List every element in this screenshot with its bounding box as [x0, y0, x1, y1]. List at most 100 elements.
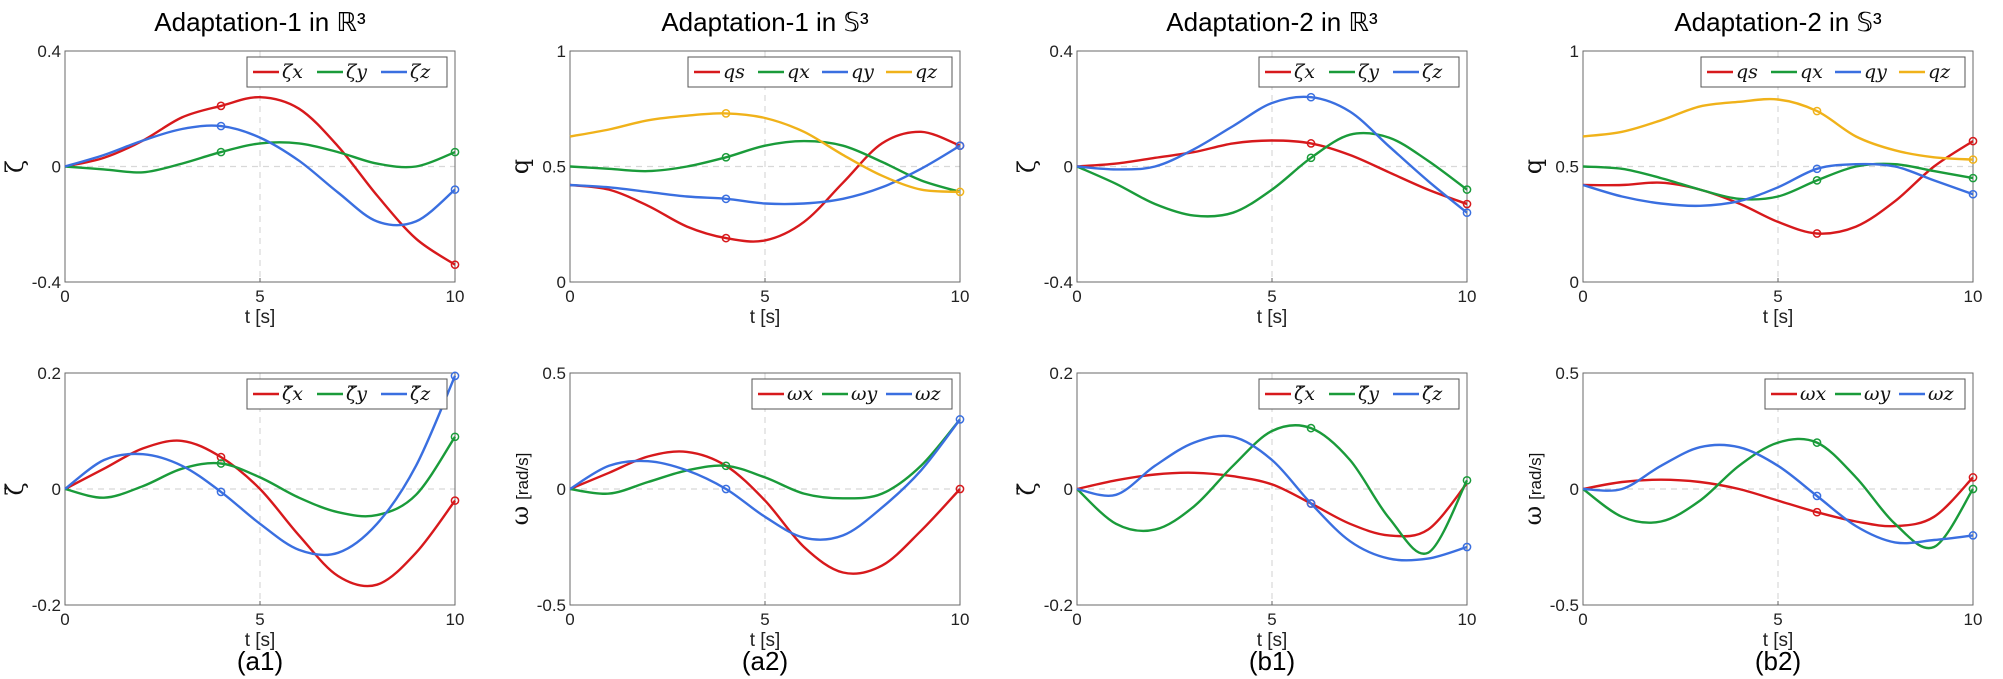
- subfigure-label-1: (a1): [237, 646, 283, 676]
- data-point-marker: [1306, 499, 1316, 508]
- legend-box: [1258, 56, 1460, 88]
- x-tick-label: 0: [1578, 287, 1587, 306]
- legend-entry: qx: [1800, 61, 1823, 83]
- y-tick-label: 1: [557, 42, 566, 61]
- x-tick-label: 0: [1578, 610, 1587, 629]
- legend: ζ̇x ζ̇y ζ̇z: [1258, 378, 1460, 410]
- data-point-marker: [1812, 176, 1822, 185]
- legend: ωx ωy ωz: [1764, 378, 1966, 410]
- y-tick-label: 0.5: [542, 364, 566, 383]
- data-point-marker: [1968, 189, 1978, 199]
- y-axis-symbol: q: [1519, 159, 1547, 174]
- series-line-1: [1076, 131, 1468, 218]
- y-tick-label: -0.4: [1044, 273, 1073, 292]
- series-line-2: [1582, 443, 1974, 545]
- data-point-marker: [1462, 542, 1472, 552]
- y-tick-label: -0.4: [32, 273, 61, 292]
- x-tick-label: 0: [565, 610, 574, 629]
- x-tick-label: 0: [1072, 287, 1081, 306]
- series-line-3: [1582, 97, 1974, 161]
- y-axis-unit: [rad/s]: [1526, 453, 1545, 500]
- x-axis-label: t [s]: [1763, 307, 1794, 328]
- data-point-marker: [450, 432, 460, 442]
- legend-entry: ζy: [1358, 61, 1379, 83]
- chart-a2-bottom: 0 5 10-0.500.5t [s]ω[rad/s]ωx ωy ωz: [506, 364, 969, 651]
- data-point-marker: [1306, 92, 1316, 102]
- column-title-2: Adaptation-1 in 𝕊³: [661, 7, 869, 37]
- series-line-2: [64, 375, 457, 557]
- x-axis-label: t [s]: [245, 307, 276, 328]
- chart-b1-top: 0 5 10-0.400.4t [s]ζζx ζy ζz: [1013, 42, 1476, 328]
- series-line-1: [1582, 162, 1974, 201]
- y-tick-label: 0: [1064, 480, 1073, 499]
- legend-entry: ωz: [1928, 383, 1954, 405]
- x-tick-label: 10: [446, 287, 465, 306]
- x-axis-label: t [s]: [750, 630, 781, 651]
- x-tick-label: 5: [1267, 610, 1276, 629]
- series-line-1: [64, 436, 456, 518]
- x-tick-label: 5: [255, 610, 264, 629]
- x-tick-label: 10: [446, 610, 465, 629]
- y-tick-label: 0.4: [37, 42, 61, 61]
- series-line-1: [569, 139, 961, 194]
- y-tick-label: 0: [52, 158, 61, 177]
- legend-entry: ωx: [787, 383, 813, 405]
- data-point-marker: [450, 260, 460, 270]
- x-tick-label: 5: [255, 287, 264, 306]
- legend-entry: qs: [1736, 61, 1758, 83]
- legend-box: [751, 378, 953, 410]
- legend: ζ̇x ζ̇y ζ̇z: [246, 378, 448, 410]
- legend-entry: ζ̇y: [346, 383, 367, 405]
- legend-entry: ωz: [915, 383, 941, 405]
- legend-entry: ζx: [1294, 61, 1315, 83]
- y-tick-label: 0: [1570, 273, 1579, 292]
- y-tick-label: 0.5: [1555, 158, 1579, 177]
- y-tick-label: 0: [52, 480, 61, 499]
- data-point-marker: [216, 147, 226, 157]
- data-point-marker: [1462, 208, 1472, 218]
- y-axis-unit: [rad/s]: [513, 453, 532, 500]
- data-point-marker: [1812, 106, 1822, 116]
- series-line-0: [569, 130, 961, 243]
- x-tick-label: 0: [1072, 610, 1081, 629]
- legend: ωx ωy ωz: [751, 378, 953, 410]
- x-tick-label: 10: [1964, 287, 1983, 306]
- data-point-marker: [721, 194, 731, 204]
- x-axis-label: t [s]: [1257, 307, 1288, 328]
- series-line-2: [569, 144, 961, 206]
- data-point-marker: [721, 109, 731, 118]
- x-axis-label: t [s]: [750, 307, 781, 328]
- data-point-marker: [721, 461, 731, 471]
- y-axis-symbol: ζ̇: [1, 482, 29, 495]
- y-axis-label: ω [rad/s]: [506, 453, 534, 526]
- data-point-marker: [955, 187, 965, 197]
- legend: ζx ζy ζz: [1258, 56, 1460, 88]
- column-title-3: Adaptation-2 in ℝ³: [1166, 7, 1378, 37]
- y-tick-label: 1: [1570, 42, 1579, 61]
- chart-b1-bottom: 0 5 10-0.200.2t [s]ζ̇ζ̇x ζ̇y ζ̇z: [1013, 364, 1476, 651]
- legend-entry: ζz: [1422, 61, 1443, 83]
- y-axis-label: ω [rad/s]: [1519, 453, 1547, 526]
- chart-a1-top: 0 5 10-0.400.4t [s]ζζx ζy ζz: [1, 42, 464, 328]
- x-tick-label: 5: [1773, 287, 1782, 306]
- legend-entry: qs: [723, 61, 745, 83]
- y-tick-label: -0.5: [537, 596, 566, 615]
- x-tick-label: 10: [1458, 287, 1477, 306]
- y-axis-symbol: q: [506, 159, 534, 174]
- y-axis-label: ζ: [1, 160, 29, 173]
- chart-a1-bottom: 0 5 10-0.200.2t [s]ζ̇ζ̇x ζ̇y ζ̇z: [1, 364, 464, 651]
- data-point-marker: [216, 452, 226, 462]
- subfigure-labels: (a1) (a2) (b1) (b2): [237, 646, 1801, 676]
- legend-entry: ζ̇z: [1422, 383, 1443, 405]
- data-point-marker: [1968, 531, 1978, 540]
- data-point-marker: [1812, 491, 1822, 501]
- y-axis-symbol: ω: [1519, 506, 1547, 526]
- x-tick-label: 5: [760, 287, 769, 306]
- data-point-marker: [450, 371, 460, 381]
- legend-entry: ζz: [410, 61, 431, 83]
- series-line-2: [1076, 95, 1468, 214]
- data-point-marker: [1462, 199, 1472, 209]
- y-tick-label: -0.5: [1550, 596, 1579, 615]
- data-point-marker: [1306, 153, 1316, 163]
- y-tick-label: 0.2: [37, 364, 61, 383]
